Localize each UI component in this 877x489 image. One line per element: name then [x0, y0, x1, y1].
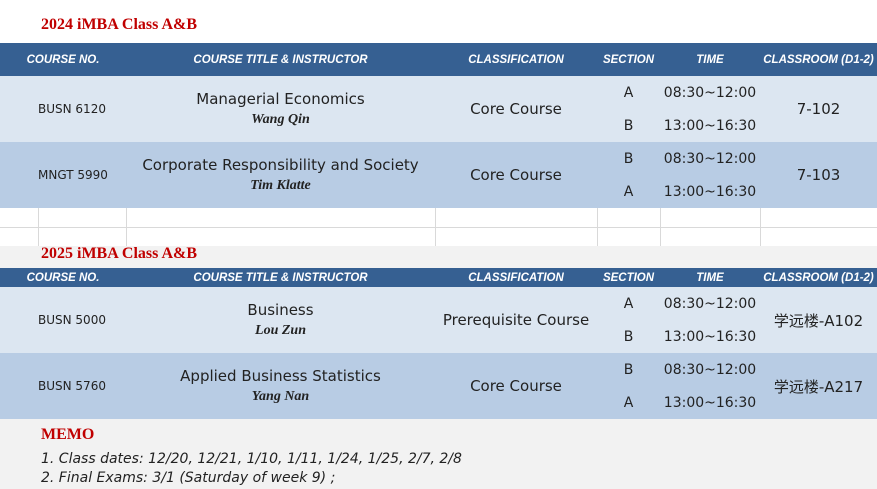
- instructor: Lou Zun: [255, 323, 306, 338]
- time: 13:00~16:30: [663, 184, 757, 200]
- header-cell: COURSE NO.: [26, 271, 100, 284]
- time: 08:30~12:00: [663, 151, 757, 167]
- section: B: [623, 118, 634, 134]
- course-title: Applied Business Statistics: [180, 367, 381, 385]
- grid-line: [126, 208, 127, 246]
- classroom: 7-102: [796, 100, 841, 118]
- header-cell: CLASSIFICATION: [468, 53, 564, 66]
- time: 08:30~12:00: [663, 85, 757, 101]
- header-bar: [0, 268, 877, 287]
- section: B: [623, 362, 634, 378]
- header-cell: COURSE NO.: [26, 53, 100, 66]
- section: B: [623, 329, 634, 345]
- instructor: Wang Qin: [251, 112, 310, 127]
- memo-title: MEMO: [41, 426, 95, 443]
- course-title: Corporate Responsibility and Society: [142, 156, 419, 174]
- time: 13:00~16:30: [663, 118, 757, 134]
- classroom: 学远楼-A217: [773, 377, 864, 396]
- section-title: 2024 iMBA Class A&B: [41, 16, 198, 33]
- classroom: 7-103: [796, 166, 841, 184]
- header-cell: COURSE TITLE & INSTRUCTOR: [193, 271, 368, 284]
- table-row: [0, 287, 877, 353]
- header-cell: COURSE TITLE & INSTRUCTOR: [193, 53, 368, 66]
- time: 13:00~16:30: [663, 329, 757, 345]
- classification: Core Course: [470, 166, 562, 184]
- course-no: MNGT 5990: [38, 168, 108, 182]
- section: A: [623, 296, 634, 312]
- header-cell: SECTION: [602, 53, 655, 66]
- classroom: 学远楼-A102: [773, 311, 864, 330]
- header-cell: SECTION: [602, 271, 655, 284]
- section: A: [623, 395, 634, 411]
- header-bar: [0, 43, 877, 76]
- course-no: BUSN 5000: [38, 313, 106, 327]
- grid-line: [435, 208, 436, 246]
- section: A: [623, 85, 634, 101]
- classification: Core Course: [470, 377, 562, 395]
- table-row: [0, 353, 877, 419]
- header-cell: CLASSROOM (D1-2): [763, 53, 874, 66]
- course-title: Business: [247, 301, 314, 319]
- grid-line: [597, 208, 598, 246]
- course-no: BUSN 6120: [38, 102, 106, 116]
- section: B: [623, 151, 634, 167]
- header-cell: CLASSROOM (D1-2): [763, 271, 874, 284]
- header-cell: TIME: [696, 271, 724, 284]
- grid-line: [0, 227, 877, 228]
- time: 13:00~16:30: [663, 395, 757, 411]
- memo-item: 1. Class dates: 12/20, 12/21, 1/10, 1/11…: [41, 451, 462, 467]
- course-no: BUSN 5760: [38, 379, 106, 393]
- memo-item: 2. Final Exams: 3/1 (Saturday of week 9)…: [41, 470, 336, 486]
- table-row: [0, 142, 877, 208]
- time: 08:30~12:00: [663, 296, 757, 312]
- header-cell: CLASSIFICATION: [468, 271, 564, 284]
- header-cell: TIME: [696, 53, 724, 66]
- classification: Prerequisite Course: [442, 311, 590, 329]
- grid-line: [38, 208, 39, 246]
- course-title: Managerial Economics: [196, 90, 365, 108]
- grid-line: [760, 208, 761, 246]
- table-row: [0, 76, 877, 142]
- instructor: Tim Klatte: [250, 178, 311, 193]
- classification: Core Course: [470, 100, 562, 118]
- section-title: 2025 iMBA Class A&B: [41, 245, 198, 262]
- instructor: Yang Nan: [251, 389, 310, 404]
- section: A: [623, 184, 634, 200]
- time: 08:30~12:00: [663, 362, 757, 378]
- grid-line: [660, 208, 661, 246]
